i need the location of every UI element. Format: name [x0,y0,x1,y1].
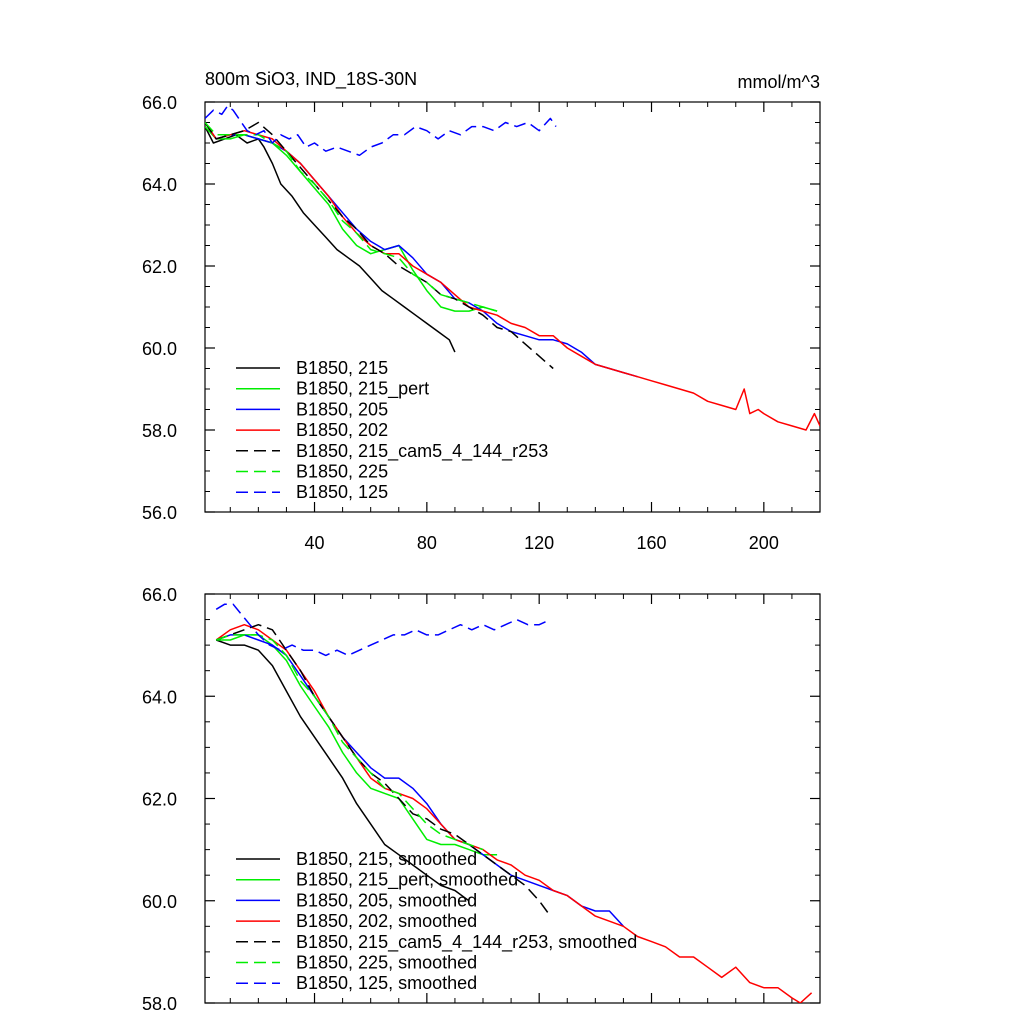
series-line-1 [215,639,470,902]
series-group [205,105,820,431]
series-line-4 [215,623,813,1003]
y-tick-label: 66.0 [142,93,177,113]
y-tick-label: 62.0 [142,790,177,810]
x-tick-label: 120 [524,533,554,553]
series-group [215,603,813,1003]
legend-label: B1850, 215_cam5_4_144_r253, smoothed [296,932,637,953]
x-tick-label: 80 [417,533,437,553]
y-tick-label: 64.0 [142,687,177,707]
series-line-2 [205,126,498,312]
series-line-7 [205,105,557,157]
legend-label: B1850, 202 [296,420,388,440]
legend-label: B1850, 205, smoothed [296,890,477,910]
series-line-6 [215,634,484,851]
series-line-5 [205,121,554,370]
x-tick-label: 200 [749,533,779,553]
series-line-4 [205,122,820,431]
series-line-3 [205,122,638,378]
series-line-1 [205,126,456,353]
legend-label: B1850, 205 [296,399,388,419]
y-tick-label: 58.0 [142,994,177,1014]
legend-label: B1850, 215, smoothed [296,849,477,869]
x-tick-label: 160 [636,533,666,553]
legend-label: B1850, 215_pert, smoothed [296,870,518,891]
y-tick-label: 60.0 [142,892,177,912]
y-tick-label: 60.0 [142,339,177,359]
y-tick-label: 64.0 [142,175,177,195]
series-line-7 [215,603,551,657]
legend-label: B1850, 202, smoothed [296,911,477,931]
legend-label: B1850, 225 [296,462,388,482]
legend-label: B1850, 215_cam5_4_144_r253 [296,441,548,462]
panel-top: 56.0 58.0 60.0 62.0 64.0 66.0 40 80 120 160 200 B18… [142,93,821,553]
legend-label: B1850, 125, smoothed [296,973,477,993]
panel-bottom: 58.0 60.0 62.0 64.0 66.0 B1850, 215, smoothed… [142,585,821,1014]
legend-label: B1850, 125 [296,482,388,502]
legend-label: B1850, 215_pert [296,379,429,400]
chart-title: 800m SiO3, IND_18S-30N [205,69,417,90]
y-tick-label: 56.0 [142,503,177,523]
series-line-6 [205,121,498,312]
y-tick-label: 66.0 [142,585,177,605]
series-line-5 [215,623,552,917]
x-tick-label: 40 [305,533,325,553]
units-label: mmol/m^3 [738,72,820,92]
legend-label: B1850, 225, smoothed [296,953,477,973]
series-line-2 [216,634,498,856]
legend-label: B1850, 215 [296,358,388,378]
y-tick-label: 62.0 [142,257,177,277]
y-tick-label: 58.0 [142,421,177,441]
